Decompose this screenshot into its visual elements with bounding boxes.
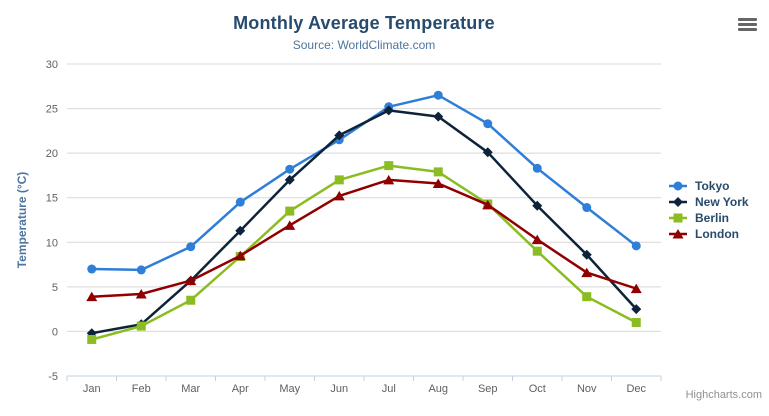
data-point-london-dec[interactable] [630, 283, 642, 294]
data-point-london-aug[interactable] [432, 178, 444, 188]
y-axis-label: 0 [52, 326, 58, 338]
series-line-new-york [90, 109, 638, 335]
data-point-berlin-mar[interactable] [186, 295, 196, 305]
data-point-new-york-may[interactable] [284, 174, 295, 185]
y-axis-title: Temperature (°C) [15, 172, 29, 269]
data-point-new-york-sep[interactable] [482, 147, 493, 158]
series-line-london [90, 178, 638, 298]
triangle-marker-icon [669, 229, 687, 239]
credits-link[interactable]: Highcharts.com [685, 389, 762, 401]
y-axis-label: 15 [46, 193, 58, 205]
legend-item-tokyo[interactable]: Tokyo [668, 178, 749, 194]
data-point-tokyo-apr[interactable] [235, 197, 245, 207]
data-point-tokyo-sep[interactable] [483, 119, 493, 129]
x-axis-label: Oct [529, 383, 546, 395]
data-point-tokyo-nov[interactable] [582, 203, 592, 213]
chart-title: Monthly Average Temperature [233, 13, 495, 33]
hamburger-icon [737, 27, 757, 31]
legend-item-london[interactable]: London [668, 226, 749, 242]
data-point-london-apr[interactable] [234, 250, 246, 261]
legend-label: London [695, 227, 739, 241]
chart-subtitle: Source: WorldClimate.com [292, 38, 436, 52]
hamburger-icon [737, 22, 757, 26]
series-line-berlin [90, 164, 638, 341]
data-point-tokyo-mar[interactable] [186, 242, 196, 252]
data-point-new-york-jul[interactable] [383, 105, 394, 116]
data-point-new-york-aug[interactable] [433, 111, 444, 122]
x-axis-label: May [279, 383, 300, 395]
x-axis-label: Feb [132, 383, 151, 395]
data-point-berlin-oct[interactable] [532, 246, 542, 256]
y-axis-label: 20 [46, 148, 58, 160]
y-axis-label: -5 [48, 371, 58, 383]
x-axis-label: Dec [626, 383, 646, 395]
data-point-berlin-dec[interactable] [631, 318, 641, 328]
x-axis-label: Jul [382, 383, 396, 395]
x-axis-label: Aug [428, 383, 448, 395]
data-point-new-york-apr[interactable] [235, 225, 246, 236]
export-menu-button[interactable] [734, 13, 760, 35]
data-point-london-jun[interactable] [333, 190, 345, 201]
data-point-london-jul[interactable] [383, 174, 395, 185]
data-point-tokyo-dec[interactable] [631, 241, 641, 251]
circle-marker-icon [669, 181, 687, 191]
data-point-london-jan[interactable] [86, 291, 98, 302]
chart-legend: Tokyo New York Berlin London [668, 178, 749, 242]
data-point-new-york-nov[interactable] [581, 249, 592, 260]
series-line-tokyo [90, 93, 638, 272]
data-point-berlin-may[interactable] [285, 206, 295, 216]
data-point-london-feb[interactable] [135, 288, 147, 299]
legend-label: New York [695, 195, 749, 209]
x-axis-label: Mar [181, 383, 200, 395]
data-point-berlin-jan[interactable] [87, 334, 97, 344]
data-point-london-nov[interactable] [581, 267, 593, 278]
diamond-marker-icon [669, 197, 687, 207]
data-point-tokyo-may[interactable] [285, 164, 295, 174]
y-axis-label: 30 [46, 59, 58, 71]
legend-item-berlin[interactable]: Berlin [668, 210, 749, 226]
x-axis-label: Apr [232, 383, 249, 395]
legend-label: Tokyo [695, 179, 730, 193]
data-point-berlin-aug[interactable] [433, 167, 443, 177]
data-point-new-york-dec[interactable] [631, 304, 642, 315]
data-point-london-mar[interactable] [185, 275, 197, 286]
x-axis-label: Jan [83, 383, 101, 395]
hamburger-icon [737, 17, 757, 21]
data-point-tokyo-feb[interactable] [136, 265, 146, 275]
data-point-london-may[interactable] [284, 220, 296, 230]
data-point-new-york-jun[interactable] [334, 130, 345, 141]
square-marker-icon [669, 213, 687, 223]
data-point-tokyo-jan[interactable] [87, 264, 97, 274]
data-point-london-oct[interactable] [531, 234, 543, 245]
data-point-new-york-oct[interactable] [532, 200, 543, 211]
x-axis-label: Jun [330, 383, 348, 395]
data-point-london-sep[interactable] [482, 199, 494, 210]
y-axis-label: 10 [46, 237, 58, 249]
data-point-tokyo-aug[interactable] [433, 90, 443, 100]
data-point-tokyo-oct[interactable] [532, 163, 542, 173]
data-point-berlin-jun[interactable] [334, 175, 344, 185]
data-point-berlin-jul[interactable] [384, 161, 394, 171]
y-axis-label: 5 [52, 282, 58, 294]
x-axis-label: Nov [577, 383, 597, 395]
legend-item-new-york[interactable]: New York [668, 194, 749, 210]
data-point-berlin-feb[interactable] [136, 321, 146, 331]
x-axis-label: Sep [478, 383, 498, 395]
y-axis-label: 25 [46, 104, 58, 116]
data-point-berlin-nov[interactable] [582, 292, 592, 302]
legend-label: Berlin [695, 211, 730, 225]
